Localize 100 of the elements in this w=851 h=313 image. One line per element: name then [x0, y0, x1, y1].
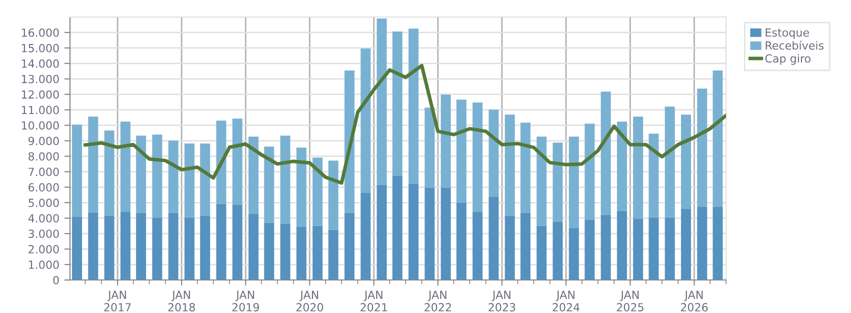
legend-label: Recebíveis [766, 40, 824, 50]
bar [520, 212, 530, 280]
bar [392, 176, 402, 280]
x-tick-label: JAN 2017 [104, 290, 131, 312]
bar [552, 142, 563, 222]
y-tick-label: 10.000 [22, 121, 59, 130]
y-tick-label: 8.000 [28, 152, 59, 161]
bar [712, 70, 723, 207]
bar [200, 216, 210, 280]
bar [440, 94, 451, 188]
bar [584, 220, 595, 280]
x-tick-label: JAN 2021 [360, 290, 387, 312]
bar [72, 124, 82, 217]
bar [408, 28, 419, 184]
y-tick-label: 7.000 [28, 168, 59, 176]
y-tick-label: 15.000 [22, 44, 59, 52]
bar [72, 216, 82, 280]
bar [488, 196, 499, 280]
bar [472, 102, 483, 212]
y-tick-label: 9.000 [28, 136, 59, 146]
bar [168, 212, 178, 280]
legend-label: Estoque [766, 28, 809, 39]
bar [264, 222, 274, 280]
bar [712, 206, 723, 280]
bar [296, 226, 306, 280]
bar [312, 226, 323, 280]
x-tick-label: JAN 2026 [680, 290, 708, 312]
bar [120, 212, 130, 280]
bar [504, 114, 515, 216]
bar [152, 218, 162, 280]
bar [264, 146, 274, 223]
bar [697, 88, 708, 207]
bar [248, 214, 259, 280]
x-tick-label: JAN 2019 [232, 290, 259, 312]
bar [248, 136, 259, 214]
bar [472, 212, 483, 280]
bar [280, 224, 290, 280]
bar [633, 218, 644, 280]
y-tick-label: 12.000 [22, 90, 59, 99]
bar [312, 158, 323, 226]
bar [152, 134, 162, 218]
x-tick-label: JAN 2025 [616, 290, 644, 312]
x-tick-label: JAN 2022 [424, 290, 451, 312]
bar [200, 144, 210, 216]
bar [392, 32, 402, 176]
bar [488, 110, 499, 197]
bar [168, 140, 178, 213]
bar [344, 212, 354, 280]
x-tick-label: JAN 2020 [296, 290, 324, 312]
bar [664, 218, 675, 280]
bar [376, 184, 387, 280]
bar [184, 218, 194, 280]
y-tick-label: 11.000 [22, 106, 59, 114]
y-tick-label: 14.000 [22, 59, 59, 68]
y-tick-label: 3.000 [28, 230, 59, 238]
bar [232, 204, 242, 280]
bar [664, 106, 675, 218]
y-tick-label: 0 [53, 276, 59, 284]
bar [120, 122, 130, 212]
x-tick-label: JAN 2024 [552, 290, 580, 312]
bar [536, 226, 547, 280]
bar [552, 222, 563, 280]
y-tick-label: 2.000 [28, 245, 59, 254]
bar [440, 188, 451, 280]
legend-label: Cap giro [765, 54, 810, 65]
y-tick-label: 5.000 [28, 198, 59, 208]
bar [88, 116, 98, 212]
bar [360, 48, 371, 193]
bar [616, 122, 627, 211]
bar [648, 218, 659, 280]
bar [681, 208, 691, 280]
bar [424, 108, 435, 188]
bar [216, 204, 226, 280]
bar [681, 114, 691, 209]
bar [104, 216, 114, 280]
x-tick-label: JAN 2018 [168, 290, 195, 312]
line-series [84, 64, 726, 185]
bar [88, 212, 98, 280]
bar [296, 148, 306, 227]
bar [520, 122, 530, 213]
bar [136, 212, 146, 280]
bar [536, 136, 547, 226]
y-tick-label: 6.000 [28, 183, 59, 192]
bar [584, 124, 595, 220]
bar [600, 214, 611, 280]
bar [104, 130, 114, 216]
bar [360, 192, 371, 280]
bar [184, 144, 194, 218]
bar [136, 136, 146, 213]
y-tick-label: 16.000 [22, 28, 59, 37]
bar [376, 18, 387, 185]
x-tick-label: JAN 2023 [488, 290, 516, 312]
bar [648, 134, 659, 218]
bar [328, 230, 338, 280]
bar [504, 216, 515, 280]
bar [616, 210, 627, 280]
bar [568, 136, 579, 228]
bar [697, 206, 708, 280]
bar [456, 202, 466, 280]
bar [216, 120, 226, 204]
